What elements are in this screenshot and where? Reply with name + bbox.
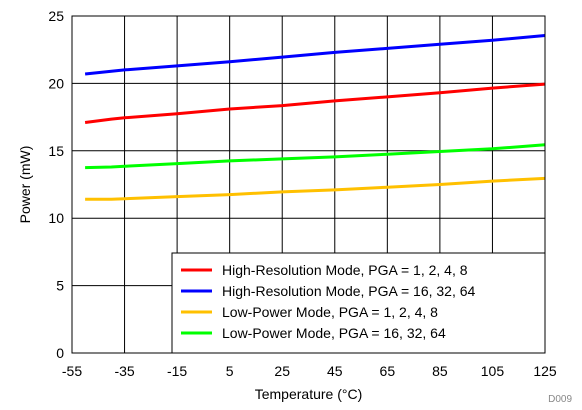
y-tick-label: 15 bbox=[48, 143, 64, 159]
series-line-3 bbox=[85, 176, 546, 201]
y-tick-labels: 0 5 10 15 20 25 bbox=[48, 8, 64, 361]
y-tick-label: 10 bbox=[48, 210, 64, 226]
y-tick-label: 25 bbox=[48, 8, 64, 24]
x-tick-label: -55 bbox=[62, 363, 82, 379]
x-tick-label: 5 bbox=[226, 363, 234, 379]
series-lines bbox=[84, 34, 546, 201]
x-tick-labels: -55 -35 -15 5 25 45 65 85 105 125 bbox=[62, 363, 557, 379]
x-tick-label: 105 bbox=[481, 363, 505, 379]
legend: High-Resolution Mode, PGA = 1, 2, 4, 8 Hi… bbox=[171, 252, 546, 354]
y-axis-label: Power (mW) bbox=[17, 146, 33, 224]
legend-label-3: Low-Power Mode, PGA = 1, 2, 4, 8 bbox=[222, 304, 438, 320]
x-axis-label: Temperature (°C) bbox=[255, 386, 363, 402]
series-line-2 bbox=[84, 34, 546, 76]
legend-items: High-Resolution Mode, PGA = 1, 2, 4, 8 Hi… bbox=[181, 262, 476, 341]
y-tick-label: 5 bbox=[56, 278, 64, 294]
legend-box bbox=[171, 252, 546, 354]
x-tick-label: 125 bbox=[533, 363, 557, 379]
x-tick-label: 45 bbox=[327, 363, 343, 379]
x-tick-label: 25 bbox=[274, 363, 290, 379]
y-tick-label: 20 bbox=[48, 75, 64, 91]
legend-label-4: Low-Power Mode, PGA = 16, 32, 64 bbox=[222, 325, 446, 341]
figure-id-label: D009 bbox=[548, 394, 572, 405]
series-line-4 bbox=[85, 143, 546, 170]
x-tick-label: 65 bbox=[380, 363, 396, 379]
x-tick-label: -15 bbox=[167, 363, 187, 379]
legend-label-1: High-Resolution Mode, PGA = 1, 2, 4, 8 bbox=[222, 262, 468, 278]
x-tick-label: 85 bbox=[432, 363, 448, 379]
y-tick-label: 0 bbox=[56, 345, 64, 361]
series-line-1 bbox=[84, 82, 546, 124]
legend-label-2: High-Resolution Mode, PGA = 16, 32, 64 bbox=[222, 283, 476, 299]
x-tick-label: -35 bbox=[114, 363, 134, 379]
